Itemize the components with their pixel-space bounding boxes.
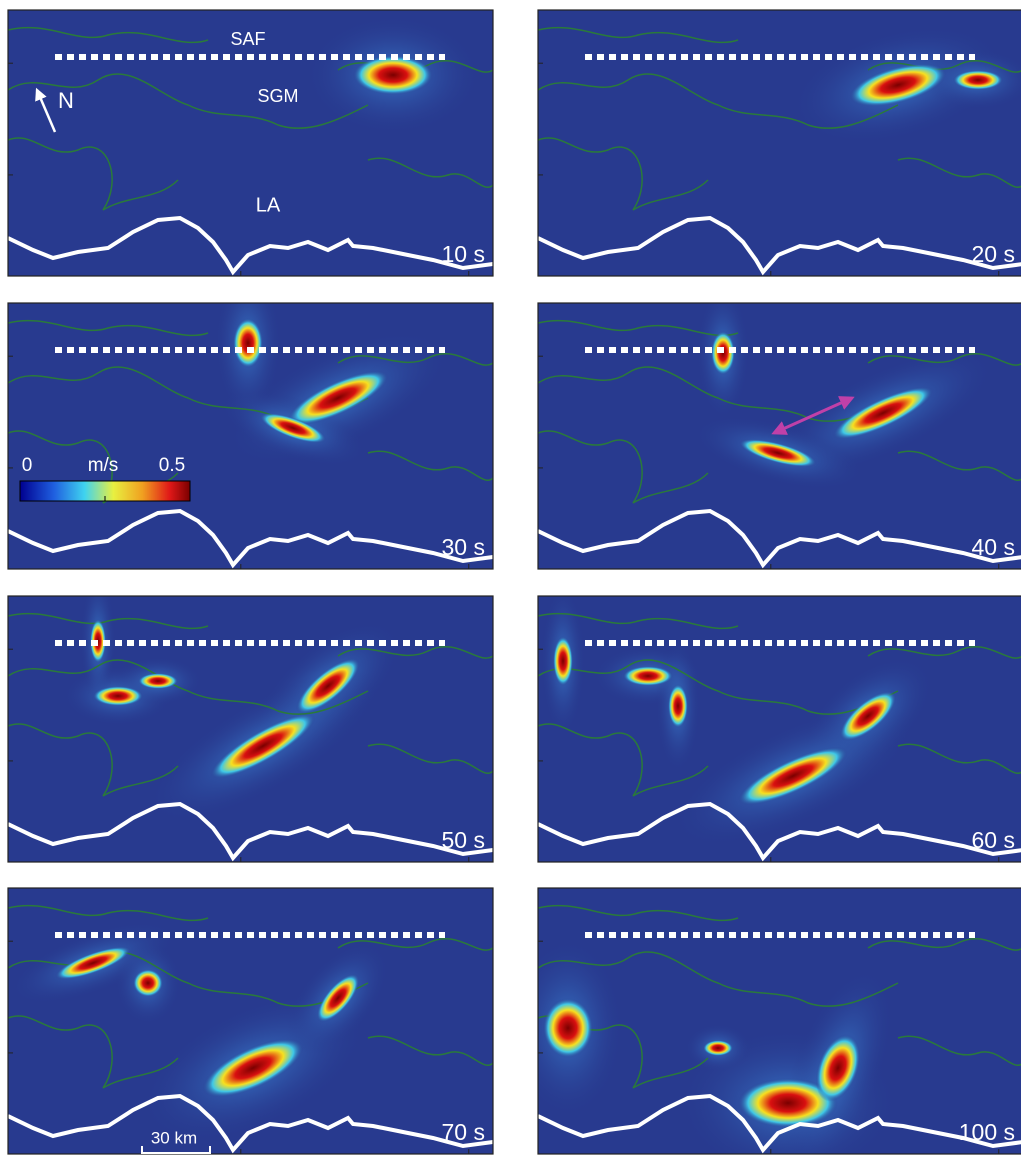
velocity-hotspot xyxy=(623,666,673,686)
colorbar-min: 0 xyxy=(22,455,33,476)
velocity-hotspot xyxy=(133,969,163,997)
fault-label: SAF xyxy=(230,29,265,49)
city-label: LA xyxy=(256,194,281,216)
velocity-hotspot xyxy=(953,70,1003,90)
map-panel: 60 s xyxy=(538,586,1021,875)
panel-content xyxy=(8,268,493,569)
map-panel: 50 s xyxy=(8,575,493,862)
velocity-hotspot xyxy=(353,55,433,95)
velocity-hotspot xyxy=(553,636,573,686)
velocity-hotspot xyxy=(668,684,688,728)
velocity-hotspot xyxy=(703,1040,733,1056)
colorbar-max: 0.5 xyxy=(159,455,185,476)
panels: 10 s 20 s 30 s 40 s 50 s 60 s 70 s 100 s xyxy=(0,4,1021,1163)
velocity-hotspot xyxy=(93,686,143,706)
figure: 10 s 20 s 30 s 40 s 50 s 60 s 70 s 100 s SAF SG… xyxy=(0,0,1021,1163)
panel-content xyxy=(0,888,493,1163)
time-label: 40 s xyxy=(972,534,1015,560)
panel-content xyxy=(538,4,1021,276)
velocity-hotspot xyxy=(233,318,263,368)
time-label: 60 s xyxy=(972,827,1015,853)
panel-content xyxy=(8,575,493,862)
map-panel: 100 s xyxy=(513,888,1021,1163)
time-label: 70 s xyxy=(442,1119,485,1145)
time-label: 50 s xyxy=(442,827,485,853)
colorbar-unit: m/s xyxy=(88,455,119,476)
time-label: 100 s xyxy=(959,1119,1015,1145)
scale-label: 30 km xyxy=(151,1128,197,1147)
panel-content xyxy=(538,586,1021,875)
velocity-hotspot xyxy=(138,673,178,689)
time-label: 20 s xyxy=(972,241,1015,267)
map-panel: 40 s xyxy=(538,287,1021,569)
velocity-hotspot xyxy=(543,998,593,1058)
map-panel: 10 s xyxy=(8,10,493,276)
map-panel: 30 s xyxy=(8,268,493,569)
panel-content xyxy=(513,888,1021,1163)
north-label: N xyxy=(58,88,74,113)
panel-content xyxy=(538,287,1021,569)
time-label: 10 s xyxy=(442,241,485,267)
map-panel: 70 s xyxy=(0,888,493,1163)
mountain-label: SGM xyxy=(257,86,298,106)
map-panel: 20 s xyxy=(538,4,1021,276)
panel-content xyxy=(8,10,493,276)
time-label: 30 s xyxy=(442,534,485,560)
